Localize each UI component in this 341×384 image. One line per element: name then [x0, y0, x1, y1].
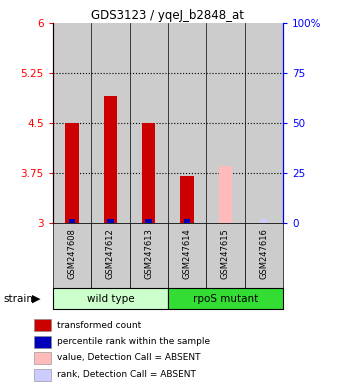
Text: GSM247616: GSM247616: [260, 228, 268, 279]
Text: strain: strain: [3, 293, 33, 304]
Bar: [145, 219, 152, 223]
Bar: [130, 23, 168, 223]
Bar: [180, 176, 194, 223]
Bar: [168, 23, 206, 223]
Text: GSM247614: GSM247614: [183, 228, 192, 279]
Text: value, Detection Call = ABSENT: value, Detection Call = ABSENT: [57, 354, 200, 362]
Text: GSM247612: GSM247612: [106, 228, 115, 279]
Bar: [104, 96, 117, 223]
Bar: [219, 166, 232, 223]
Bar: [34, 352, 50, 364]
Text: rpoS mutant: rpoS mutant: [193, 293, 258, 304]
Bar: [107, 219, 114, 223]
Bar: [168, 288, 283, 309]
Bar: [69, 219, 75, 223]
Text: GSM247613: GSM247613: [144, 228, 153, 279]
Bar: [91, 223, 130, 288]
Bar: [206, 23, 244, 223]
Bar: [34, 319, 50, 331]
Text: rank, Detection Call = ABSENT: rank, Detection Call = ABSENT: [57, 370, 196, 379]
Bar: [168, 223, 206, 288]
Bar: [53, 288, 168, 309]
Bar: [53, 23, 91, 223]
Bar: [53, 223, 91, 288]
Bar: [261, 219, 267, 223]
Bar: [206, 223, 244, 288]
Bar: [244, 223, 283, 288]
Bar: [65, 123, 79, 223]
Bar: [130, 223, 168, 288]
Bar: [184, 219, 191, 223]
Bar: [244, 23, 283, 223]
Text: ▶: ▶: [32, 293, 40, 304]
Text: percentile rank within the sample: percentile rank within the sample: [57, 338, 210, 346]
Bar: [142, 123, 155, 223]
Bar: [34, 369, 50, 381]
Text: GSM247608: GSM247608: [68, 228, 76, 279]
Bar: [91, 23, 130, 223]
Title: GDS3123 / yqeJ_b2848_at: GDS3123 / yqeJ_b2848_at: [91, 9, 244, 22]
Text: GSM247615: GSM247615: [221, 228, 230, 279]
Text: transformed count: transformed count: [57, 321, 141, 329]
Text: wild type: wild type: [87, 293, 134, 304]
Bar: [34, 336, 50, 348]
